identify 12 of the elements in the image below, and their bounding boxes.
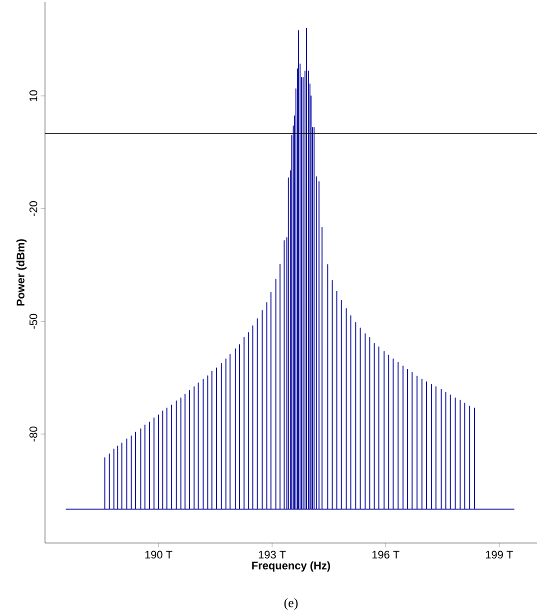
y-tick-label: 10 <box>29 90 38 102</box>
x-tick-label: 193 T <box>258 550 286 559</box>
y-tick-label: -20 <box>29 201 38 216</box>
y-tick-label: -80 <box>29 426 38 442</box>
text: (e) <box>284 598 298 610</box>
x-axis-title: Frequency (Hz) <box>252 561 330 572</box>
y-tick-label: -50 <box>29 314 38 329</box>
x-tick-label: 190 T <box>145 550 172 559</box>
line-series <box>65 28 515 510</box>
x-tick-label: 199 T <box>486 550 513 559</box>
y-axis-title: Power (dBm) <box>16 239 27 306</box>
x-tick-label: 196 T <box>372 550 400 559</box>
